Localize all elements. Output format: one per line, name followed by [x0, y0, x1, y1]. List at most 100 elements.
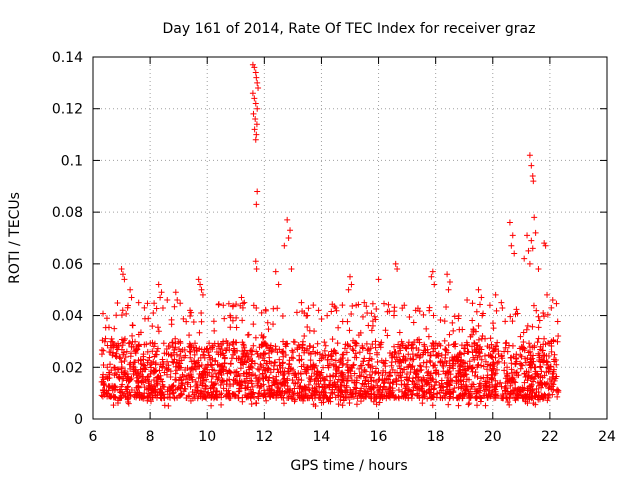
data-point — [197, 281, 204, 288]
data-point — [362, 377, 369, 384]
data-point — [266, 393, 273, 400]
data-point — [307, 357, 314, 364]
data-point — [546, 384, 553, 391]
x-tick-label: 20 — [484, 429, 502, 445]
data-point — [319, 384, 326, 391]
data-point — [478, 356, 485, 363]
data-point — [116, 375, 123, 382]
data-point — [132, 338, 139, 345]
data-point — [274, 366, 281, 373]
x-tick-label: 8 — [146, 429, 155, 445]
data-point — [233, 314, 240, 321]
data-point — [427, 352, 434, 359]
data-point — [554, 318, 561, 325]
data-point — [393, 378, 400, 385]
data-point — [528, 381, 535, 388]
data-point — [200, 393, 207, 400]
data-point — [285, 235, 292, 241]
data-point — [226, 376, 233, 383]
data-point — [350, 386, 357, 393]
data-point — [335, 401, 342, 408]
data-point — [489, 366, 496, 373]
data-point — [202, 383, 209, 390]
data-point — [289, 376, 296, 383]
data-point — [452, 374, 459, 381]
data-point — [207, 345, 214, 352]
data-point — [487, 352, 494, 359]
data-point — [544, 291, 551, 298]
data-point — [177, 348, 184, 355]
data-point — [489, 348, 496, 355]
data-point — [220, 352, 227, 359]
data-point — [548, 348, 555, 355]
data-point — [253, 305, 260, 312]
data-point — [488, 341, 495, 348]
data-point — [285, 395, 292, 402]
data-point — [196, 329, 203, 336]
data-point — [167, 374, 174, 381]
data-point — [201, 377, 208, 384]
data-point — [120, 392, 127, 399]
data-point — [320, 381, 327, 388]
data-point — [522, 359, 529, 366]
data-point — [150, 377, 157, 384]
data-point — [268, 360, 275, 367]
data-point — [541, 357, 548, 364]
data-point — [252, 136, 259, 143]
data-point — [184, 381, 191, 388]
data-point — [375, 369, 382, 376]
data-point — [403, 374, 410, 381]
data-point — [285, 385, 292, 392]
data-point — [550, 381, 557, 388]
data-point — [525, 349, 532, 356]
data-point — [196, 370, 203, 377]
data-point — [377, 341, 384, 348]
data-point — [326, 382, 333, 389]
data-point — [333, 370, 340, 377]
data-point — [502, 340, 509, 347]
data-point — [250, 321, 257, 328]
data-point — [180, 315, 187, 322]
data-point — [291, 385, 298, 392]
data-point — [544, 311, 551, 318]
data-point — [540, 353, 547, 360]
data-point — [100, 389, 107, 396]
data-point — [352, 342, 359, 349]
data-point — [462, 360, 469, 367]
data-point — [370, 398, 377, 405]
data-point — [520, 329, 527, 336]
data-point — [275, 385, 282, 392]
data-point — [252, 116, 259, 123]
data-point — [441, 318, 448, 325]
data-point — [342, 394, 349, 401]
data-point — [429, 376, 436, 383]
data-point — [247, 395, 254, 402]
data-point — [532, 373, 539, 380]
data-point — [269, 382, 276, 389]
data-point — [526, 391, 533, 398]
data-point — [338, 383, 345, 390]
data-point — [316, 351, 323, 358]
data-point — [177, 300, 184, 307]
data-point — [445, 342, 452, 349]
data-point — [527, 356, 534, 363]
data-point — [517, 365, 524, 372]
data-point — [455, 312, 462, 319]
data-point — [510, 353, 517, 360]
data-point — [300, 397, 307, 404]
data-point — [458, 342, 465, 349]
data-point — [409, 378, 416, 385]
data-point — [538, 368, 545, 375]
data-point — [476, 380, 483, 387]
data-point — [362, 394, 369, 401]
data-point — [166, 391, 173, 398]
data-point — [304, 323, 311, 330]
data-point — [523, 393, 530, 400]
data-point — [530, 302, 537, 309]
data-point — [283, 340, 290, 347]
data-point — [450, 389, 457, 396]
data-point — [535, 324, 542, 331]
data-point — [188, 309, 195, 316]
data-point — [200, 352, 207, 359]
data-point — [251, 360, 258, 367]
